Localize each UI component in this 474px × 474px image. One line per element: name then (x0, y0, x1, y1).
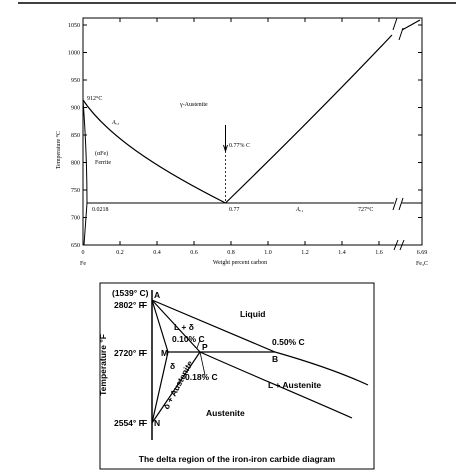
annotation: Ferrite (95, 160, 111, 166)
x-tick-label: 6.69 (417, 250, 428, 256)
x-tick-label: 1.2 (301, 250, 309, 256)
pointer (196, 339, 206, 376)
label: Liquid (240, 309, 266, 319)
x-tick-label: 1.6 (375, 250, 383, 256)
x-tick-label: 1.0 (264, 250, 272, 256)
top-diagram (82, 17, 423, 251)
a3-line (82, 99, 226, 204)
label: A (154, 290, 160, 300)
label: Austenite (206, 408, 245, 418)
label: F (142, 300, 147, 310)
x-tick-label: 0 (82, 250, 85, 256)
label: P (202, 342, 208, 352)
annotation: Aₑ₃ (111, 120, 119, 126)
label: M (161, 348, 168, 358)
axis-break (393, 239, 405, 251)
ferrite-line (82, 99, 88, 246)
label: 2802° F (114, 300, 144, 310)
liquidus (151, 299, 369, 386)
label: δ + Austenite (161, 359, 195, 411)
label: L + δ (174, 322, 194, 332)
x-tick-label: 0.6 (190, 250, 198, 256)
x-tick-label: 1.4 (338, 250, 346, 256)
label: N (154, 418, 160, 428)
label: 0.50% C (272, 337, 305, 347)
label: F (142, 348, 147, 358)
label: (1539° C) (112, 288, 149, 298)
label: 2720° F (114, 348, 144, 358)
acm-line (225, 34, 393, 204)
axis-break (392, 197, 404, 211)
annotation: 0.77% C (229, 143, 250, 149)
x-tick-label: 0.2 (116, 250, 124, 256)
label: 0.10% C (172, 334, 205, 344)
axis-break (392, 17, 404, 41)
label: F (142, 418, 147, 428)
annotation: 0.0218 (92, 207, 109, 213)
x-tick-label: 0.8 (227, 250, 235, 256)
y-tick-label: 1000 (68, 51, 80, 57)
acm-line-end (401, 19, 421, 31)
label: L + Austenite (268, 380, 321, 390)
plot-frame (82, 17, 423, 246)
y-tick-label: 750 (71, 188, 80, 194)
label: 2554° F (114, 418, 144, 428)
y-tick-label: 950 (71, 78, 80, 84)
x-axis-label: Weight percent carbon (213, 260, 267, 266)
austenite-boundary (199, 351, 353, 419)
annotation: 912°C (87, 95, 102, 102)
x-end-label: Fe₃C (416, 261, 428, 267)
y-tick-label: 800 (71, 161, 80, 167)
y-tick-label: 850 (71, 133, 80, 139)
y-tick-label: 650 (71, 243, 80, 249)
y-axis-label: Temperature °F (98, 334, 108, 396)
gamma-boundary (151, 351, 201, 424)
caption: The delta region of the iron-iron carbid… (139, 454, 336, 464)
bottom-diagram (99, 282, 375, 470)
annotation: 727°C (358, 206, 373, 213)
annotation: γ-Austenite (179, 102, 208, 108)
y-tick-label: 1050 (68, 23, 80, 29)
y-tick-label: 700 (71, 216, 80, 222)
y-tick-label: 900 (71, 106, 80, 112)
annotation: (αFe) (95, 150, 108, 157)
solidus (151, 299, 201, 353)
label: 0.18% C (185, 372, 218, 382)
annotation: 0.77 (229, 207, 240, 213)
figure-frame (99, 282, 375, 470)
label: δ (170, 361, 175, 371)
annotation: Aₑ₁ (295, 207, 303, 213)
y-axis-label: Temperature °C (55, 131, 62, 169)
x-end-label: Fe (80, 261, 86, 267)
x-tick-label: 0.4 (153, 250, 161, 256)
label: B (272, 354, 278, 364)
